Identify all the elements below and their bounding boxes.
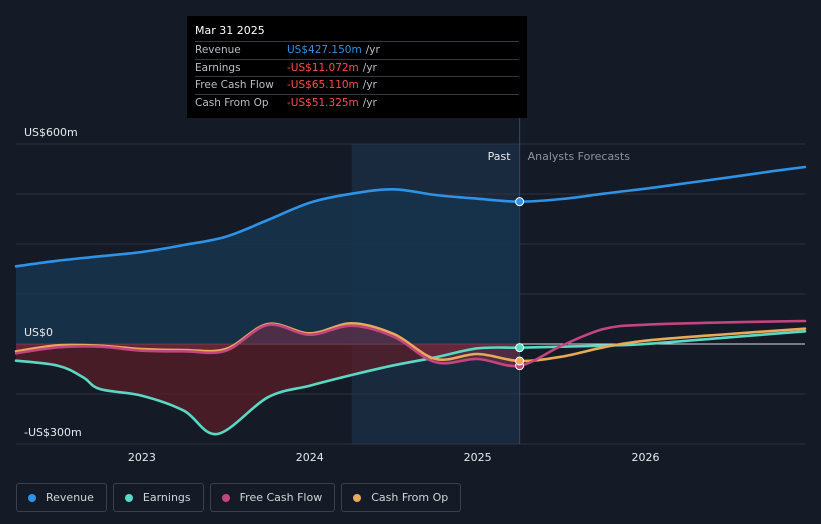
earnings-dot-icon — [124, 493, 133, 502]
revenue-dot-icon — [28, 493, 36, 502]
fcf-dot-icon — [221, 493, 230, 502]
tooltip-row-cfo: Cash From Op -US$51.325m /yr — [195, 93, 519, 112]
revenue-marker — [515, 197, 525, 207]
legend: Revenue Earnings Free Cash Flow Cash Fro… — [16, 483, 462, 512]
tooltip-label: Revenue — [195, 44, 241, 57]
legend-item-cfo[interactable]: Cash From Op — [341, 483, 462, 512]
y-axis-label: US$600m — [24, 126, 78, 139]
fcf-line — [14, 319, 807, 368]
tooltip: Mar 31 2025 Revenue US$427.150m /yr Earn… — [187, 16, 527, 118]
tooltip-unit: /yr — [362, 61, 377, 74]
forecast-label: Analysts Forecasts — [528, 150, 631, 163]
x-tick-label: 2025 — [464, 451, 492, 464]
tooltip-row-revenue: Revenue US$427.150m /yr — [195, 41, 519, 59]
revenue-line — [14, 165, 807, 268]
y-axis-label: US$0 — [24, 326, 53, 339]
legend-label: Cash From Op — [371, 491, 449, 504]
fcf-area-fill — [16, 324, 520, 367]
legend-label: Revenue — [46, 491, 94, 504]
cfo-dot-icon — [353, 493, 362, 502]
tooltip-label: Free Cash Flow — [195, 79, 274, 92]
legend-label: Earnings — [142, 491, 191, 504]
earnings-area-fill — [16, 344, 520, 435]
tooltip-row-fcf: Free Cash Flow -US$65.110m /yr — [195, 76, 519, 94]
revenue-area-fill — [16, 189, 520, 344]
legend-label: Free Cash Flow — [239, 491, 323, 504]
cfo-marker — [515, 356, 525, 366]
cfo-line — [14, 321, 807, 363]
x-tick-label: 2024 — [296, 451, 324, 464]
tooltip-value: -US$11.072m — [287, 61, 359, 74]
tooltip-unit: /yr — [362, 79, 377, 92]
legend-item-revenue[interactable]: Revenue — [16, 483, 107, 512]
legend-item-earnings[interactable]: Earnings — [112, 483, 204, 512]
tooltip-unit: /yr — [365, 44, 380, 57]
earnings-marker — [515, 343, 525, 353]
tooltip-date: Mar 31 2025 — [195, 24, 265, 37]
past-label: Past — [488, 150, 512, 163]
tooltip-value: -US$51.325m — [287, 96, 359, 109]
tooltip-unit: /yr — [362, 96, 377, 109]
tooltip-value: US$427.150m — [287, 44, 362, 57]
tooltip-value: -US$65.110m — [287, 79, 359, 92]
tooltip-label: Cash From Op — [195, 96, 269, 109]
tooltip-label: Earnings — [195, 61, 241, 74]
y-axis-label: -US$300m — [24, 426, 82, 439]
tooltip-row-earnings: Earnings -US$11.072m /yr — [195, 58, 519, 77]
legend-item-fcf[interactable]: Free Cash Flow — [209, 483, 336, 512]
x-tick-label: 2023 — [128, 451, 156, 464]
x-tick-label: 2026 — [632, 451, 660, 464]
